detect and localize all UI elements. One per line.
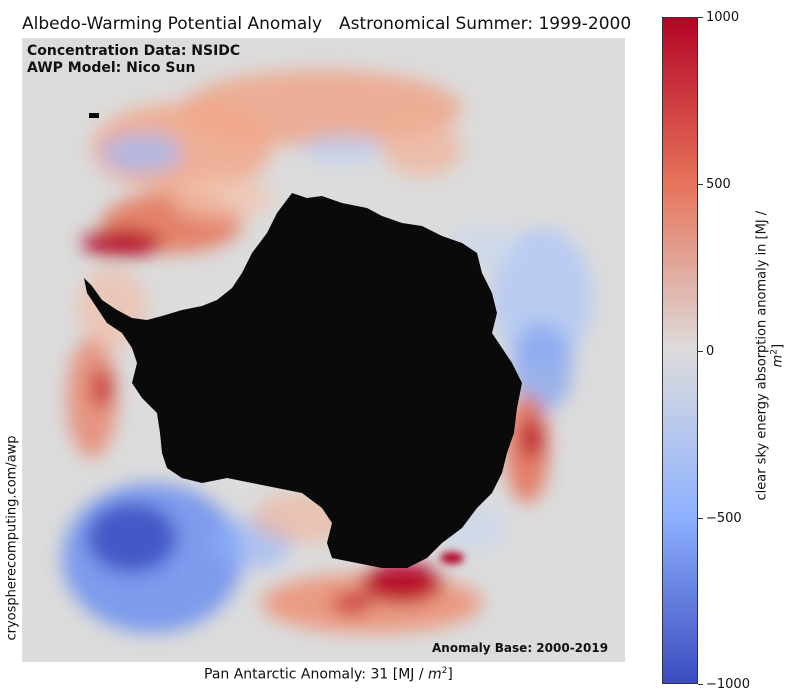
colorbar-label-text: clear sky energy absorption anomaly in […	[754, 210, 770, 501]
colorbar-tick	[698, 351, 703, 352]
colorbar-label-suffix: ]	[770, 343, 786, 350]
credit-label: cryospherecomputing.com/awp	[4, 435, 20, 641]
chart-title-right: Astronomical Summer: 1999-2000	[339, 14, 632, 34]
antarctica-landmass	[84, 193, 522, 568]
anomaly-unit-exp: 2	[441, 666, 448, 676]
colorbar-tick	[698, 17, 703, 18]
map-graphic	[62, 70, 592, 633]
colorbar-label-unit-exp: 2	[769, 349, 780, 355]
colorbar-tick-label: −1000	[706, 677, 750, 692]
anomaly-text: Pan Antarctic Anomaly: 31 [MJ /	[204, 666, 429, 683]
pan-antarctic-anomaly-label: Pan Antarctic Anomaly: 31 [MJ / m2]	[204, 666, 453, 683]
chart-title-left: Albedo-Warming Potential Anomaly	[22, 14, 323, 34]
colorbar-label: clear sky energy absorption anomaly in […	[754, 206, 785, 506]
small-island	[89, 113, 99, 118]
anomaly-unit: m	[428, 666, 442, 683]
colorbar-tick	[698, 184, 703, 185]
colorbar-tick-label: 500	[706, 177, 731, 192]
anomaly-base-label: Anomaly Base: 2000-2019	[432, 641, 609, 655]
colorbar-tick-label: 0	[706, 344, 715, 359]
concentration-data-label: Concentration Data: NSIDC	[27, 43, 241, 59]
colorbar-tick	[698, 684, 703, 685]
colorbar-tick-label: 1000	[706, 10, 740, 25]
anomaly-suffix: ]	[447, 666, 453, 683]
colorbar	[662, 17, 698, 684]
colorbar-label-unit: m	[770, 354, 786, 368]
anomaly-map	[22, 38, 625, 662]
colorbar-tick	[698, 518, 703, 519]
colorbar-tick-label: −500	[706, 511, 742, 526]
model-label: AWP Model: Nico Sun	[27, 60, 196, 76]
